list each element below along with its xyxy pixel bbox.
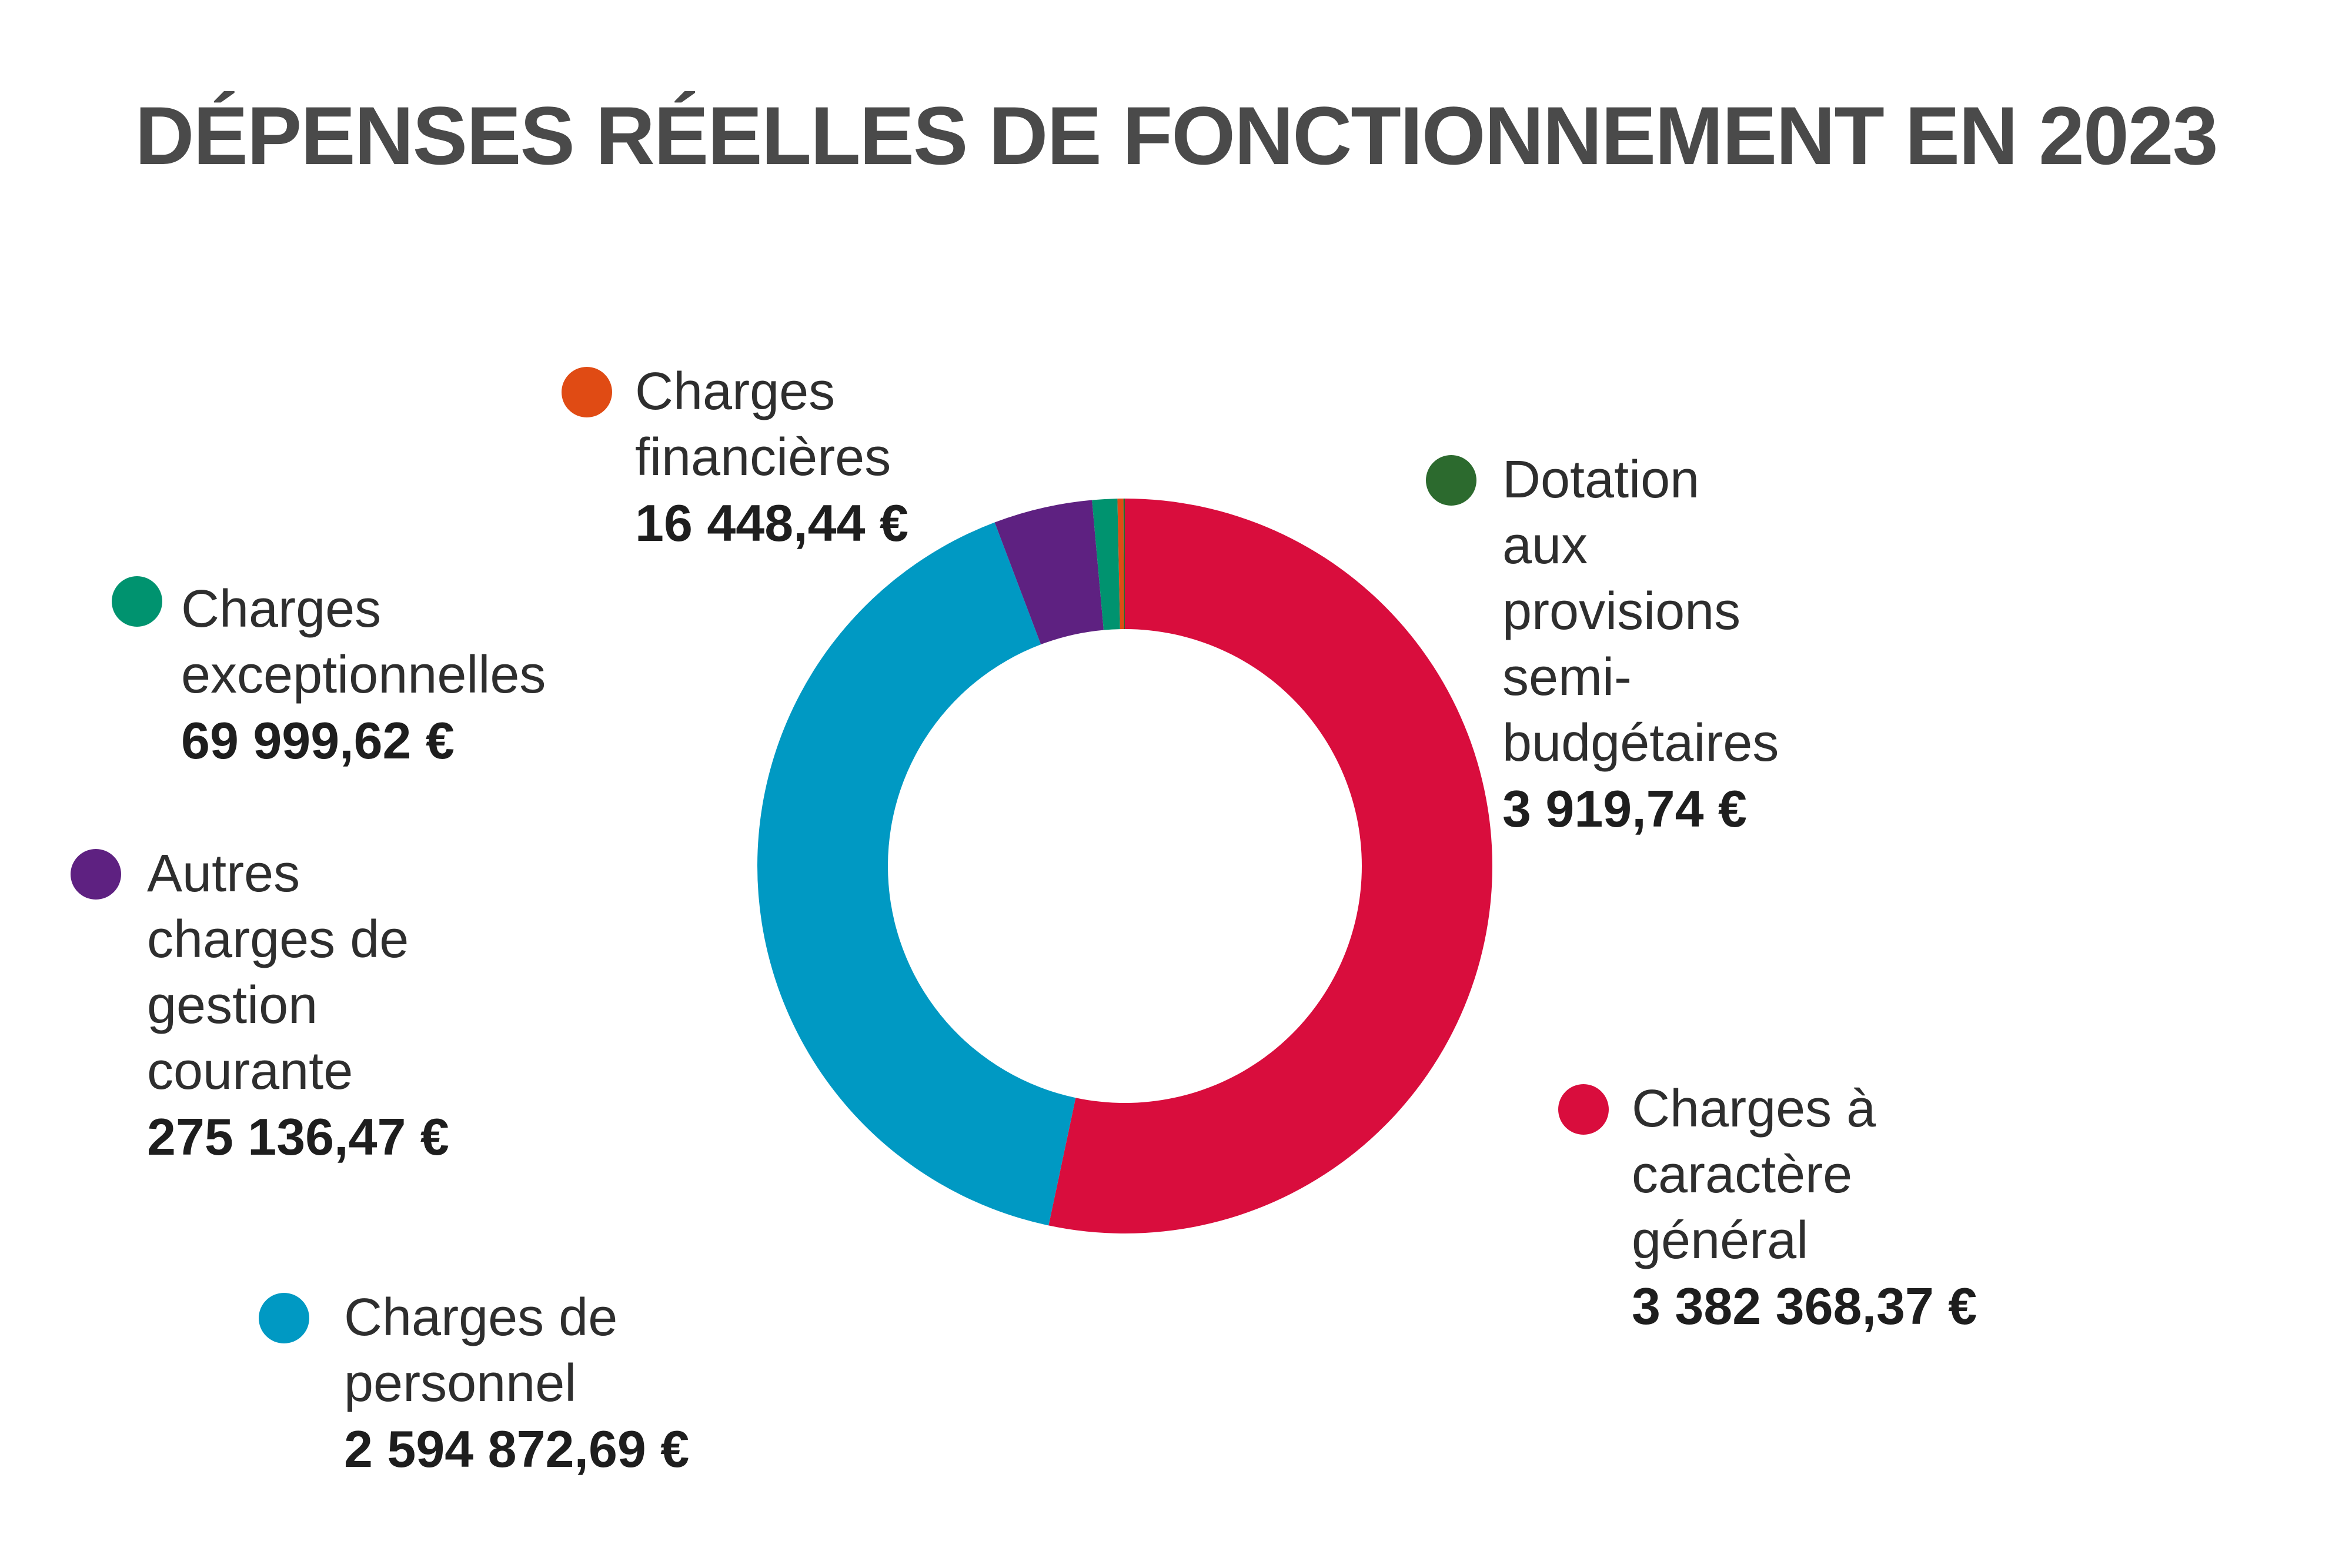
legend-value-autres-charges: 275 136,47 € [147,1108,449,1166]
chart-title: DÉPENSES RÉELLES DE FONCTIONNEMENT EN 20… [135,89,2218,182]
legend-label-charges-caractere-general: Charges à caractère général [1632,1079,1876,1270]
legend-dot-charges-financieres [562,367,612,417]
donut-slice-financieres [1117,499,1124,630]
legend-label-autres-charges: Autres charges de gestion courante [147,844,409,1101]
legend-label-charges-personnel: Charges de personnel [344,1288,618,1413]
legend-value-charges-exceptionnelles: 69 999,62 € [181,711,455,770]
donut-slice-dotation [1123,499,1125,630]
legend-dot-dotation-provisions [1426,455,1476,506]
legend-dot-charges-exceptionnelles [112,576,162,627]
legend-dot-autres-charges [71,849,121,900]
donut-slice-exceptionnelles [1092,499,1120,630]
legend-value-dotation-provisions: 3 919,74 € [1502,780,1747,838]
donut-slice-general [1048,499,1492,1234]
legend-dot-charges-caractere-general [1558,1084,1609,1135]
legend-dot-charges-personnel [259,1293,309,1343]
legend-label-dotation-provisions: Dotation aux provisions semi-budgétaires [1502,450,1779,773]
legend-value-charges-personnel: 2 594 872,69 € [344,1420,690,1478]
legend-value-charges-financieres: 16 448,44 € [635,494,908,552]
donut-slice-autres [994,500,1104,645]
legend-label-charges-financieres: Charges financières [635,362,891,487]
donut-slice-personnel [757,522,1076,1226]
legend-label-charges-exceptionnelles: Charges exceptionnelles [181,580,546,704]
legend-value-charges-caractere-general: 3 382 368,37 € [1632,1277,1977,1335]
